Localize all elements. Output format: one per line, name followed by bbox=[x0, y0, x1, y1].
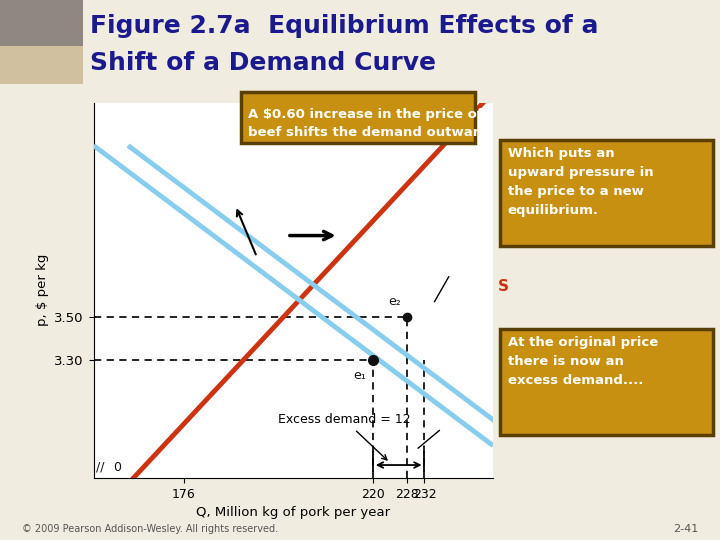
Text: D¹: D¹ bbox=[498, 424, 515, 438]
X-axis label: Q, Million kg of pork per year: Q, Million kg of pork per year bbox=[197, 506, 390, 519]
Text: © 2009 Pearson Addison-Wesley. All rights reserved.: © 2009 Pearson Addison-Wesley. All right… bbox=[22, 524, 278, 534]
Text: 0: 0 bbox=[113, 461, 121, 474]
Text: 2-41: 2-41 bbox=[673, 524, 698, 534]
Text: //: // bbox=[96, 461, 104, 474]
Text: D²: D² bbox=[498, 375, 515, 389]
Text: Figure 2.7a  Equilibrium Effects of a: Figure 2.7a Equilibrium Effects of a bbox=[90, 14, 598, 37]
Bar bbox=[0, 46, 83, 84]
Text: At the original price
there is now an
excess demand....: At the original price there is now an ex… bbox=[508, 336, 658, 387]
Text: e₁: e₁ bbox=[354, 368, 366, 382]
Y-axis label: p, $ per kg: p, $ per kg bbox=[36, 254, 49, 327]
Text: Shift of a Demand Curve: Shift of a Demand Curve bbox=[90, 51, 436, 75]
Text: S: S bbox=[498, 279, 508, 294]
Text: Which puts an
upward pressure in
the price to a new
equilibrium.: Which puts an upward pressure in the pri… bbox=[508, 147, 653, 217]
Text: Excess demand = 12: Excess demand = 12 bbox=[279, 414, 411, 460]
Text: A $0.60 increase in the price of
beef shifts the demand outward: A $0.60 increase in the price of beef sh… bbox=[248, 108, 490, 139]
Bar bbox=[0, 0, 83, 46]
Text: e₂: e₂ bbox=[388, 295, 401, 308]
